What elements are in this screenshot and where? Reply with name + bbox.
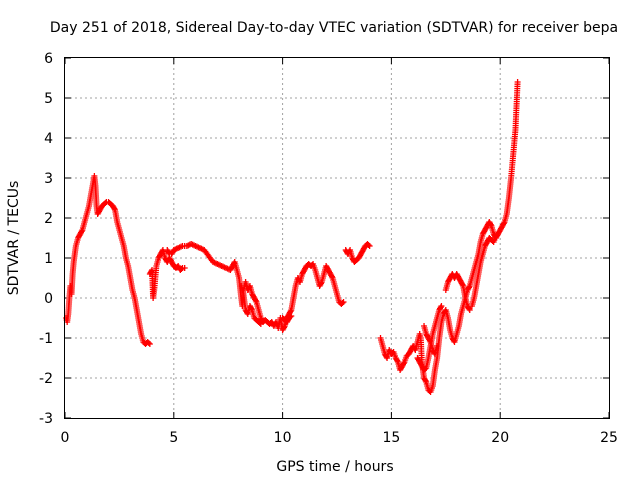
data-point [400,360,407,367]
data-point [339,300,346,306]
data-point [146,341,153,347]
data-point [365,242,372,248]
data-point [434,343,441,349]
y-tick-label: 6 [44,51,53,67]
y-tick-label: 4 [44,131,53,147]
data-point [178,266,185,272]
data-point [459,281,466,288]
y-tick-label: 2 [44,211,53,227]
data-point [181,265,188,271]
data-point [248,305,255,312]
x-tick-label: 15 [382,430,400,446]
data-point [252,297,259,304]
data-point [145,340,152,346]
y-axis-label: SDTVAR / TECUs [6,181,22,296]
data-point [466,305,473,312]
data-series-sdtvar [63,79,521,395]
data-point [281,324,288,331]
y-tick-label: -2 [39,371,53,387]
data-point [366,243,373,249]
data-point [318,280,325,287]
y-tick-labels: -3 -2 -1 0 1 2 3 4 5 6 [39,51,53,427]
grid-lines [64,57,610,419]
y-tick-label: 1 [44,251,53,267]
y-tick-label: -1 [39,331,53,347]
data-point [500,220,507,227]
data-point [78,228,85,235]
y-tick-label: 5 [44,91,53,107]
data-point [438,303,445,309]
x-tick-label: 10 [274,430,292,446]
chart-title: Day 251 of 2018, Sidereal Day-to-day VTE… [50,20,618,36]
data-point [466,307,473,313]
data-point [148,268,155,275]
x-tick-labels: 0 5 10 15 20 25 [61,430,618,446]
data-point [287,314,294,320]
x-tick-label: 5 [169,430,178,446]
data-point [111,205,118,212]
data-point [288,313,295,319]
x-axis-label: GPS time / hours [276,459,393,475]
data-point [487,221,494,228]
data-point [514,79,521,85]
x-tick-label: 20 [491,430,509,446]
y-tick-label: 3 [44,171,53,187]
y-tick-label: -3 [39,411,53,427]
data-point [256,320,263,326]
data-point [340,299,347,305]
data-point [287,308,294,315]
x-tick-label: 25 [600,430,618,446]
data-point [437,304,444,311]
data-point [328,273,335,280]
x-tick-label: 0 [61,430,70,446]
data-point [422,377,429,384]
data-point [257,321,264,327]
data-point [426,337,433,344]
y-tick-label: 0 [44,291,53,307]
data-point [394,357,401,364]
plot-frame [64,57,610,419]
data-point [466,284,473,291]
data-point [492,233,499,239]
